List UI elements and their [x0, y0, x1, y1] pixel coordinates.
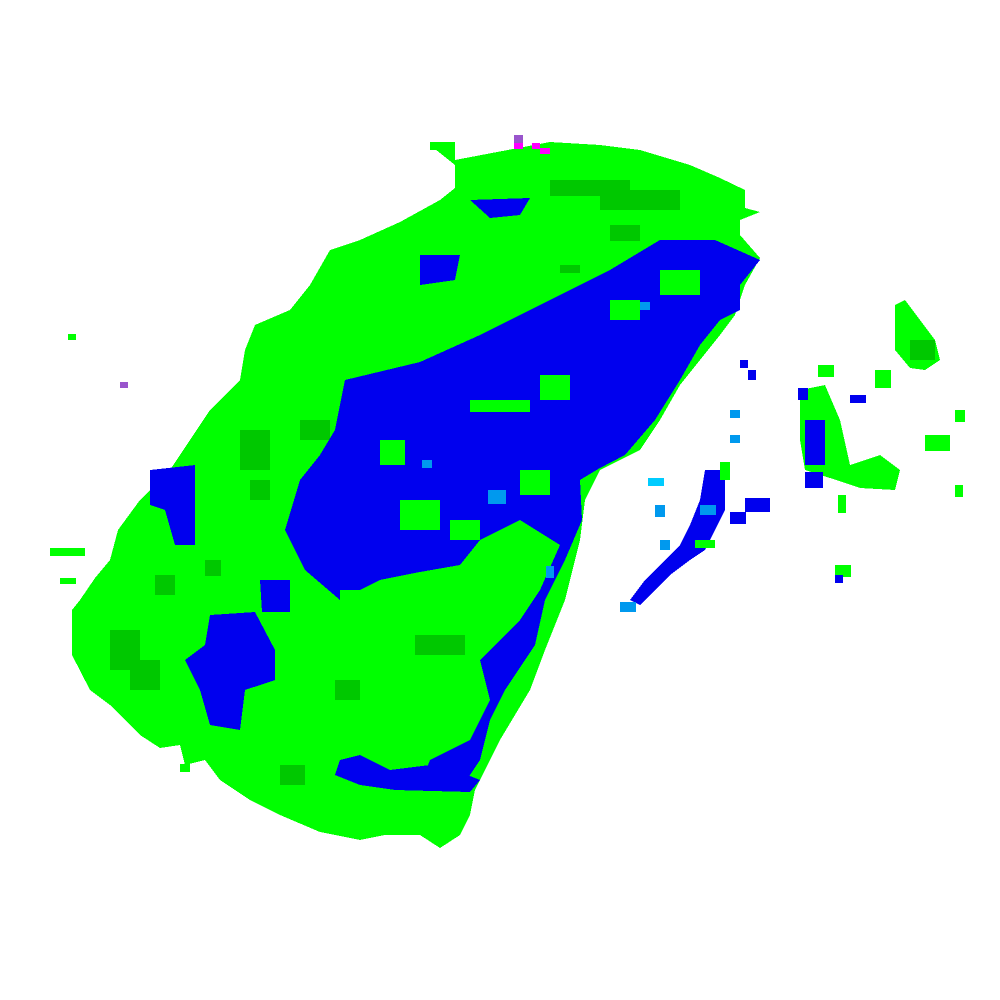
moderate-echo-cores	[110, 180, 680, 785]
heavy-echo-left	[150, 465, 195, 545]
eastern-echo-band	[620, 360, 770, 612]
heavy-echo-central	[285, 240, 760, 790]
far-east-echo-clusters	[798, 300, 965, 583]
heavy-echo-southwest-2	[260, 580, 290, 612]
heavy-echo-southwest	[185, 612, 275, 730]
heavy-echo-south	[335, 755, 480, 792]
heavy-echo-west-band	[420, 255, 460, 285]
heavy-echo-upper	[470, 198, 530, 218]
light-echo-patches	[340, 270, 700, 620]
isolated-echoes	[50, 135, 550, 772]
cyan-echo-patches	[422, 302, 650, 578]
